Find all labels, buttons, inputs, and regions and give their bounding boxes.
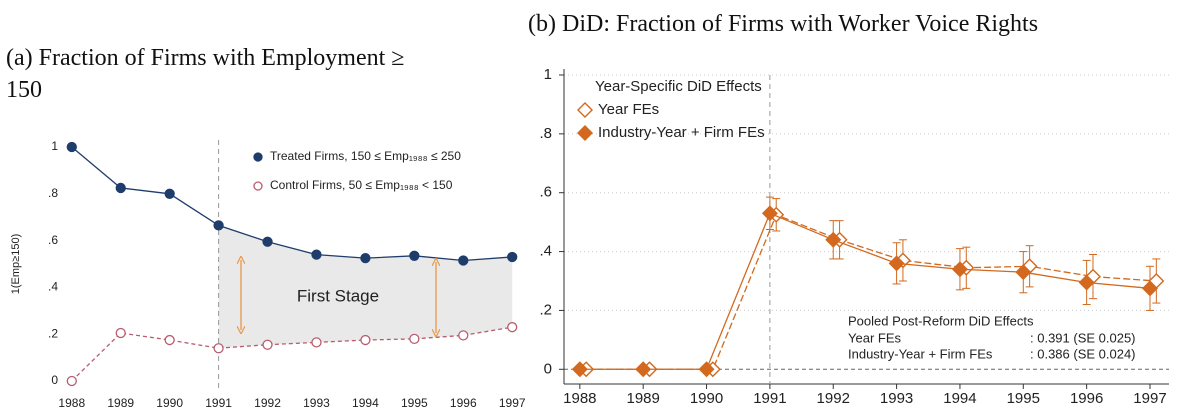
panel-title: (b) DiD: Fraction of Firms with Worker V… [528, 11, 1039, 37]
point [164, 188, 175, 199]
y-tick-label: .6 [48, 233, 58, 247]
x-tick-label: 1991 [753, 390, 786, 407]
y-tick-label: 1 [544, 66, 552, 83]
y-tick-label: .4 [48, 280, 58, 294]
series-line [71, 326, 513, 382]
point [360, 334, 371, 346]
point [115, 327, 126, 339]
x-tick-label: 1994 [352, 396, 379, 410]
x-tick-label: 1990 [156, 396, 183, 410]
x-tick-label: 1988 [563, 390, 596, 407]
point [888, 255, 905, 272]
point [66, 141, 77, 153]
point [253, 152, 263, 162]
panel-title: (a) Fraction of Firms with Employment ≥ … [6, 45, 405, 103]
point [577, 125, 593, 141]
point [164, 334, 175, 346]
point [1015, 264, 1032, 281]
y-tick-label: 0 [544, 360, 552, 377]
point [213, 220, 224, 231]
point [253, 181, 263, 191]
x-tick-label: 1993 [303, 396, 330, 410]
x-tick-label: 1988 [58, 396, 85, 410]
x-tick-label: 1991 [205, 396, 232, 410]
note-cell: Year FEs [848, 330, 901, 345]
point [825, 231, 842, 248]
point [458, 330, 469, 341]
legend-label: Treated Firms, 150 ≤ Emp₁₉₈₈ ≤ 250 [270, 149, 461, 163]
x-tick-label: 1989 [107, 396, 134, 410]
y-tick-label: 0 [51, 373, 58, 387]
point [458, 255, 469, 266]
series-line [579, 212, 1151, 370]
point [311, 249, 322, 260]
point [262, 236, 273, 247]
point [213, 343, 224, 354]
point [635, 361, 652, 378]
point [311, 337, 322, 348]
point [409, 333, 420, 345]
y-tick-label: .8 [539, 125, 552, 142]
x-tick-label: 1996 [1070, 390, 1103, 407]
legend-title: Year-Specific DiD Effects [595, 78, 762, 95]
point [507, 322, 518, 333]
y-tick-label: .2 [48, 326, 58, 340]
y-tick-label: .4 [539, 243, 552, 260]
point [761, 205, 778, 222]
point [66, 375, 77, 387]
point [262, 339, 273, 350]
point [507, 251, 518, 263]
y-tick-label: .6 [539, 184, 552, 201]
note-cell: : 0.386 (SE 0.024) [1030, 346, 1136, 361]
x-tick-label: 1992 [817, 390, 850, 407]
y-axis-label: 1(Emp≥150) [10, 234, 22, 294]
note-title: Pooled Post-Reform DiD Effects [848, 313, 1034, 328]
point [951, 261, 968, 278]
legend-label: Year FEs [598, 101, 659, 118]
point [409, 250, 420, 261]
point [1078, 274, 1095, 291]
point [115, 182, 126, 194]
y-tick-label: 1 [51, 139, 58, 153]
x-tick-label: 1992 [254, 396, 281, 410]
x-tick-label: 1993 [880, 390, 913, 407]
y-tick-label: .2 [539, 301, 552, 318]
note-cell: : 0.391 (SE 0.025) [1030, 330, 1136, 345]
x-tick-label: 1996 [450, 396, 477, 410]
x-tick-label: 1997 [1133, 390, 1166, 407]
series-line [71, 146, 513, 262]
point [571, 361, 588, 378]
x-tick-label: 1995 [401, 396, 428, 410]
point [1142, 280, 1158, 297]
annotation: First Stage [297, 286, 379, 305]
point [698, 361, 715, 378]
x-tick-label: 1989 [627, 390, 660, 407]
point [577, 102, 593, 118]
legend-label: Control Firms, 50 ≤ Emp₁₉₈₈ < 150 [270, 178, 453, 192]
x-tick-label: 1997 [499, 396, 526, 410]
x-tick-label: 1990 [690, 390, 723, 407]
x-tick-label: 1994 [943, 390, 976, 407]
x-tick-label: 1995 [1007, 390, 1040, 407]
point [360, 253, 371, 264]
y-tick-label: .8 [48, 186, 58, 200]
legend-label: Industry-Year + Firm FEs [598, 124, 765, 141]
note-cell: Industry-Year + Firm FEs [848, 346, 993, 361]
